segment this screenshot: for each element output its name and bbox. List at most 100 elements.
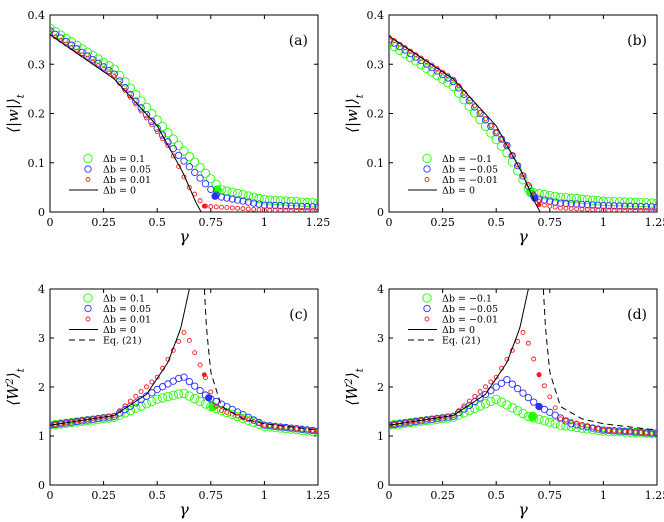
critical-point — [536, 372, 542, 378]
marker-point — [653, 203, 657, 211]
marker-point — [278, 207, 283, 212]
marker-point — [604, 196, 614, 207]
critical-point — [527, 411, 538, 422]
marker-point — [519, 389, 527, 397]
marker-point — [191, 382, 199, 390]
marker-point — [541, 202, 547, 208]
marker-point — [563, 205, 569, 211]
marker-point — [149, 122, 155, 128]
legend-label: Δb = 0.05 — [103, 304, 151, 315]
marker-point — [599, 201, 608, 210]
marker-point — [213, 403, 219, 409]
marker-point — [622, 429, 628, 434]
x-tick-label: 0 — [386, 489, 393, 502]
marker-point — [288, 425, 294, 431]
marker-point — [584, 423, 590, 429]
marker-point — [566, 422, 576, 432]
marker-point — [186, 184, 192, 190]
y-axis-label-close: ⟩ — [343, 372, 361, 379]
marker-point — [630, 427, 641, 438]
marker-point — [219, 408, 224, 413]
marker-point — [515, 338, 521, 344]
y-axis-label-sub: t — [16, 367, 27, 372]
marker-point — [456, 83, 462, 89]
marker-point — [593, 196, 603, 206]
y-tick-label: 0.2 — [367, 108, 385, 121]
marker-point — [281, 196, 291, 206]
marker-point — [168, 390, 178, 400]
y-axis-label: ⟨W2⟩t — [4, 367, 27, 406]
marker-point — [104, 61, 114, 71]
x-tick-label: 1 — [600, 216, 607, 229]
marker-point — [568, 206, 574, 212]
marker-point — [185, 163, 194, 171]
x-tick-label: 0.25 — [91, 489, 116, 502]
zero-db-curve — [389, 289, 529, 426]
marker-point — [282, 202, 290, 210]
marker-point — [588, 195, 598, 205]
marker-point — [232, 188, 243, 199]
marker-point — [50, 420, 55, 430]
y-axis-label-sub: t — [16, 93, 27, 98]
y-tick-label: 0 — [38, 479, 45, 492]
marker-point — [254, 193, 264, 204]
legend-label: Δb = 0 — [442, 186, 475, 197]
critical-point — [535, 402, 543, 411]
marker-point — [251, 419, 257, 424]
marker-point — [244, 198, 252, 206]
marker-point — [389, 38, 394, 48]
marker-point — [157, 121, 168, 132]
data-area — [389, 289, 657, 439]
marker-point — [249, 417, 259, 427]
y-axis-label: ⟨|w|⟩t — [4, 93, 27, 133]
x-tick-label: 1.25 — [306, 216, 331, 229]
marker-point — [443, 78, 453, 88]
marker-point — [617, 428, 622, 434]
marker-point — [239, 197, 247, 205]
marker-point — [470, 108, 480, 118]
marker-point — [222, 186, 232, 196]
marker-point — [449, 77, 457, 86]
legend-label: Δb = −0.1 — [442, 294, 492, 305]
marker-point — [127, 94, 133, 100]
marker-point — [148, 389, 156, 397]
marker-point — [291, 197, 302, 207]
marker-point — [481, 390, 490, 398]
marker-point — [643, 430, 649, 436]
marker-point — [310, 208, 316, 212]
marker-point — [127, 398, 133, 404]
marker-point — [454, 88, 464, 98]
marker-point — [219, 204, 224, 210]
marker-point — [184, 151, 195, 162]
marker-point — [213, 204, 219, 210]
marker-point — [152, 394, 162, 404]
marker-point — [654, 431, 657, 436]
marker-point — [488, 123, 494, 129]
y-tick-label: 0.4 — [367, 9, 385, 22]
marker-point — [518, 408, 528, 419]
marker-point — [50, 27, 54, 35]
x-tick-label: 0.75 — [538, 489, 563, 502]
marker-point — [595, 207, 601, 212]
marker-point — [229, 205, 235, 211]
marker-point — [314, 203, 318, 211]
marker-point — [421, 63, 432, 74]
marker-point — [179, 388, 189, 399]
marker-point — [413, 52, 419, 58]
marker-point — [589, 201, 597, 209]
marker-point — [630, 197, 641, 207]
marker-point — [520, 329, 526, 335]
legend-marker — [422, 293, 432, 303]
legend-label: Δb = −0.01 — [442, 175, 498, 186]
marker-point — [180, 373, 188, 381]
marker-point — [472, 393, 478, 399]
marker-point — [272, 207, 278, 212]
marker-point — [539, 416, 550, 426]
y-tick-label: 4 — [38, 283, 45, 296]
marker-point — [270, 195, 280, 206]
marker-point — [524, 393, 533, 402]
legend-marker — [83, 293, 93, 303]
marker-point — [154, 129, 160, 135]
x-tick-label: 0.5 — [487, 489, 505, 502]
